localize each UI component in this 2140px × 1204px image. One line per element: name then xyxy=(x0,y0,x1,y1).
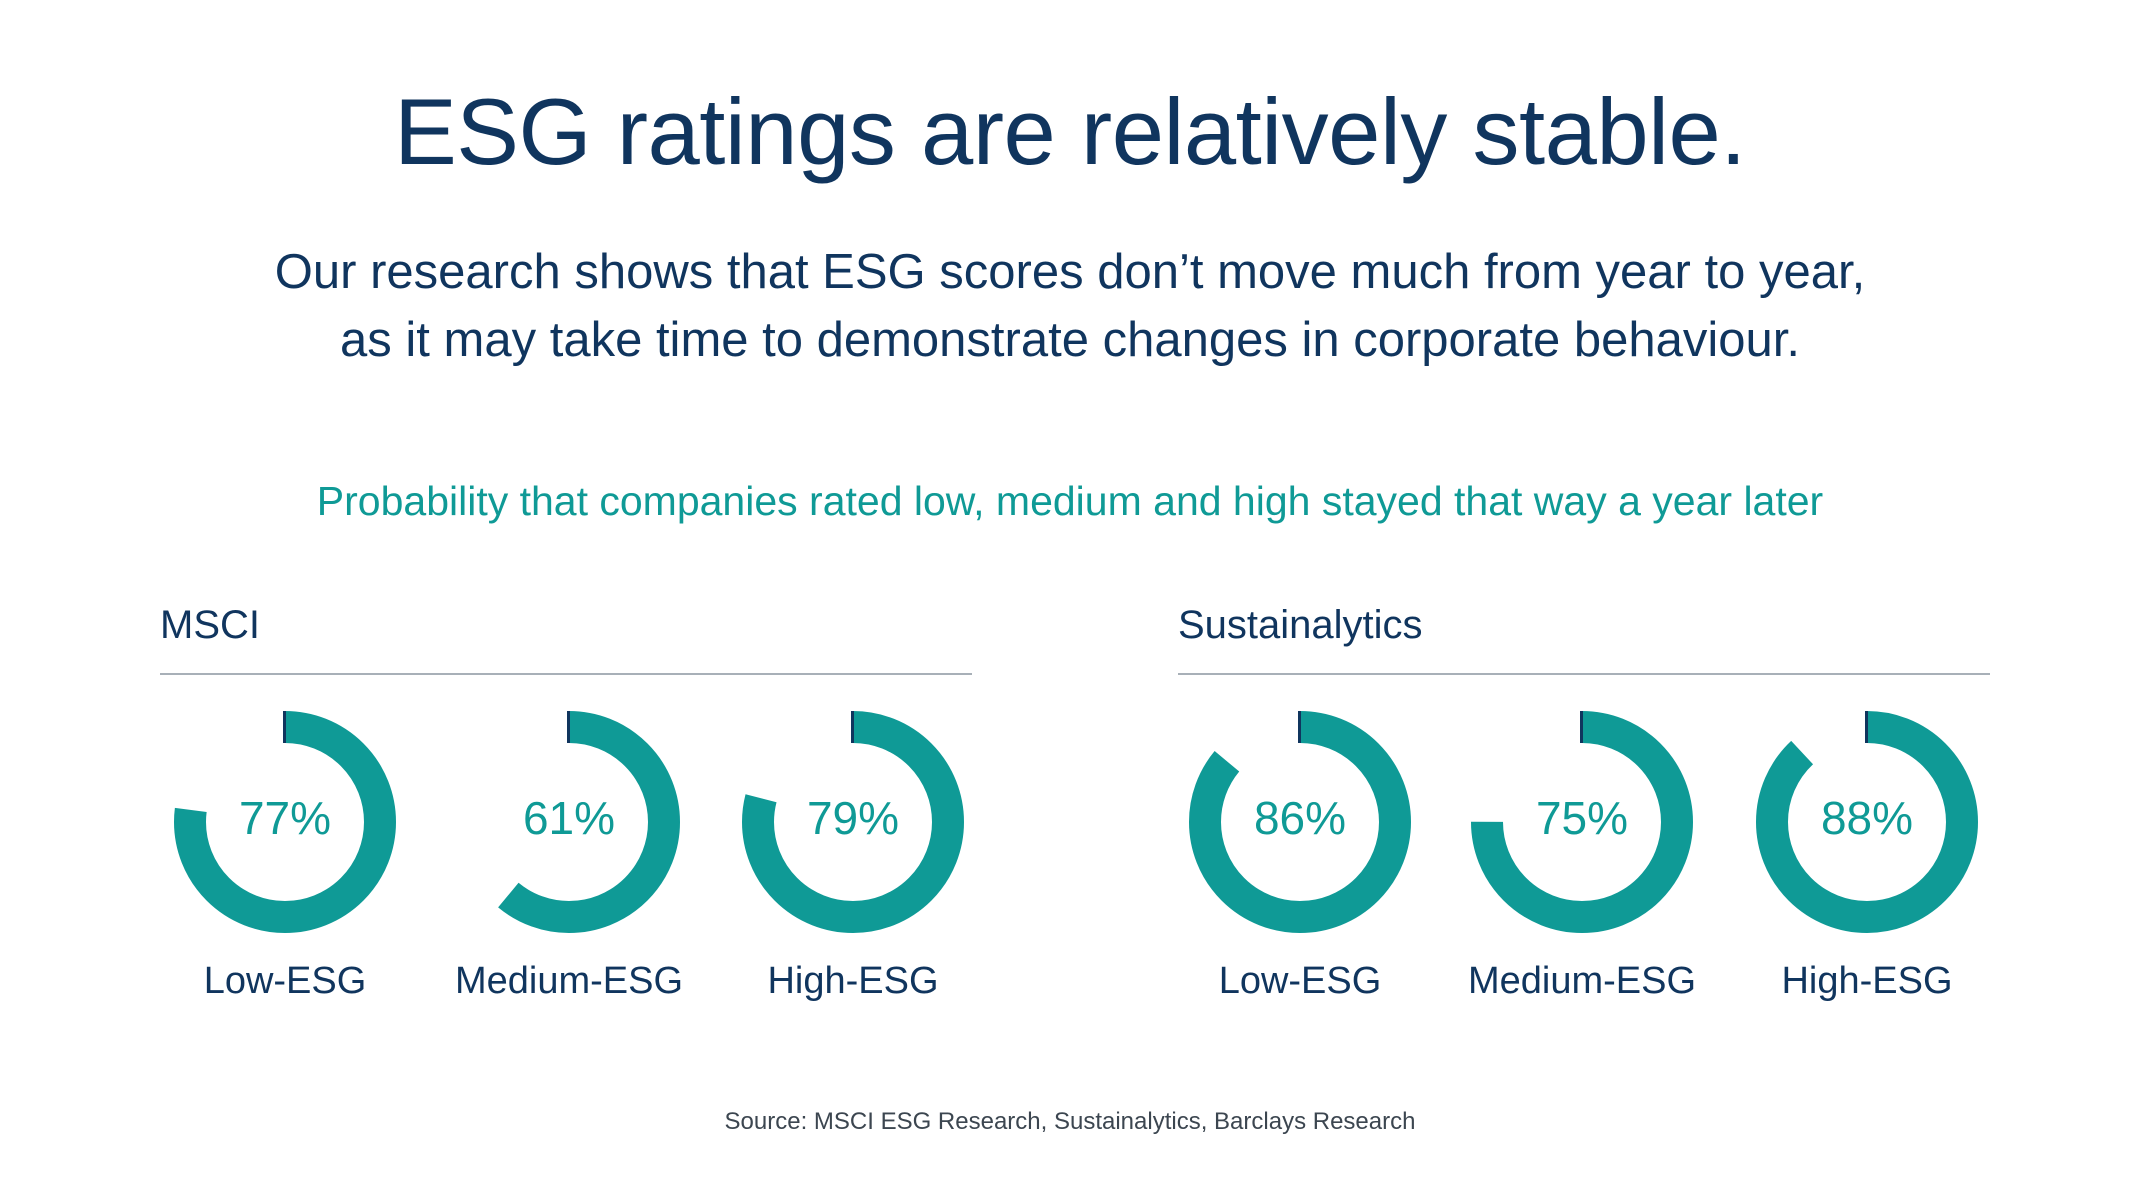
msci-low-esg-donut: 77% xyxy=(171,708,399,936)
chart-caption: Probability that companies rated low, me… xyxy=(316,478,1824,524)
msci-medium-esg-label: Medium-ESG xyxy=(454,960,684,1002)
msci-group-divider xyxy=(160,673,972,675)
sustainalytics-medium-esg-value: 75% xyxy=(1535,792,1629,844)
msci-low-esg-donut-chart xyxy=(174,711,396,933)
msci-high-esg-label: High-ESG xyxy=(767,960,939,1002)
sustainalytics-low-esg-value: 86% xyxy=(1253,792,1347,844)
msci-low-esg-label: Low-ESG xyxy=(203,960,367,1002)
sustainalytics-low-esg-start-marker xyxy=(1298,711,1301,743)
sustainalytics-medium-esg-label: Medium-ESG xyxy=(1467,960,1697,1002)
sustainalytics-high-esg-donut-chart xyxy=(1756,711,1978,933)
sustainalytics-high-esg-label: High-ESG xyxy=(1781,960,1953,1002)
sustainalytics-low-esg-donut: 86% xyxy=(1186,708,1414,936)
subtitle: Our research shows that ESG scores don’t… xyxy=(0,238,2140,374)
subtitle-line-2: as it may take time to demonstrate chang… xyxy=(340,313,1800,367)
msci-medium-esg-value: 61% xyxy=(522,792,616,844)
subtitle-line-1: Our research shows that ESG scores don’t… xyxy=(274,245,1866,299)
msci-medium-esg-start-marker xyxy=(567,711,570,743)
msci-high-esg-donut-chart xyxy=(742,711,964,933)
sustainalytics-medium-esg-donut-chart xyxy=(1471,711,1693,933)
sustainalytics-medium-esg-start-marker xyxy=(1580,711,1583,743)
sustainalytics-group-divider xyxy=(1178,673,1990,675)
msci-high-esg-donut: 79% xyxy=(739,708,967,936)
sustainalytics-low-esg-donut-chart xyxy=(1189,711,1411,933)
sustainalytics-high-esg-start-marker xyxy=(1865,711,1868,743)
page-title: ESG ratings are relatively stable. xyxy=(394,79,1746,184)
sustainalytics-medium-esg-donut: 75% xyxy=(1468,708,1696,936)
sustainalytics-high-esg-value: 88% xyxy=(1820,792,1914,844)
sustainalytics-low-esg-label: Low-ESG xyxy=(1218,960,1382,1002)
sustainalytics-high-esg-donut: 88% xyxy=(1753,708,1981,936)
sustainalytics-group-title: Sustainalytics xyxy=(1178,603,1423,647)
msci-medium-esg-donut-chart xyxy=(458,711,680,933)
msci-medium-esg-donut: 61% xyxy=(455,708,683,936)
source-note: Source: MSCI ESG Research, Sustainalytic… xyxy=(724,1108,1416,1135)
msci-high-esg-start-marker xyxy=(851,711,854,743)
msci-low-esg-value: 77% xyxy=(238,792,332,844)
msci-low-esg-start-marker xyxy=(283,711,286,743)
msci-high-esg-value: 79% xyxy=(806,792,900,844)
msci-group-title: MSCI xyxy=(160,603,260,647)
